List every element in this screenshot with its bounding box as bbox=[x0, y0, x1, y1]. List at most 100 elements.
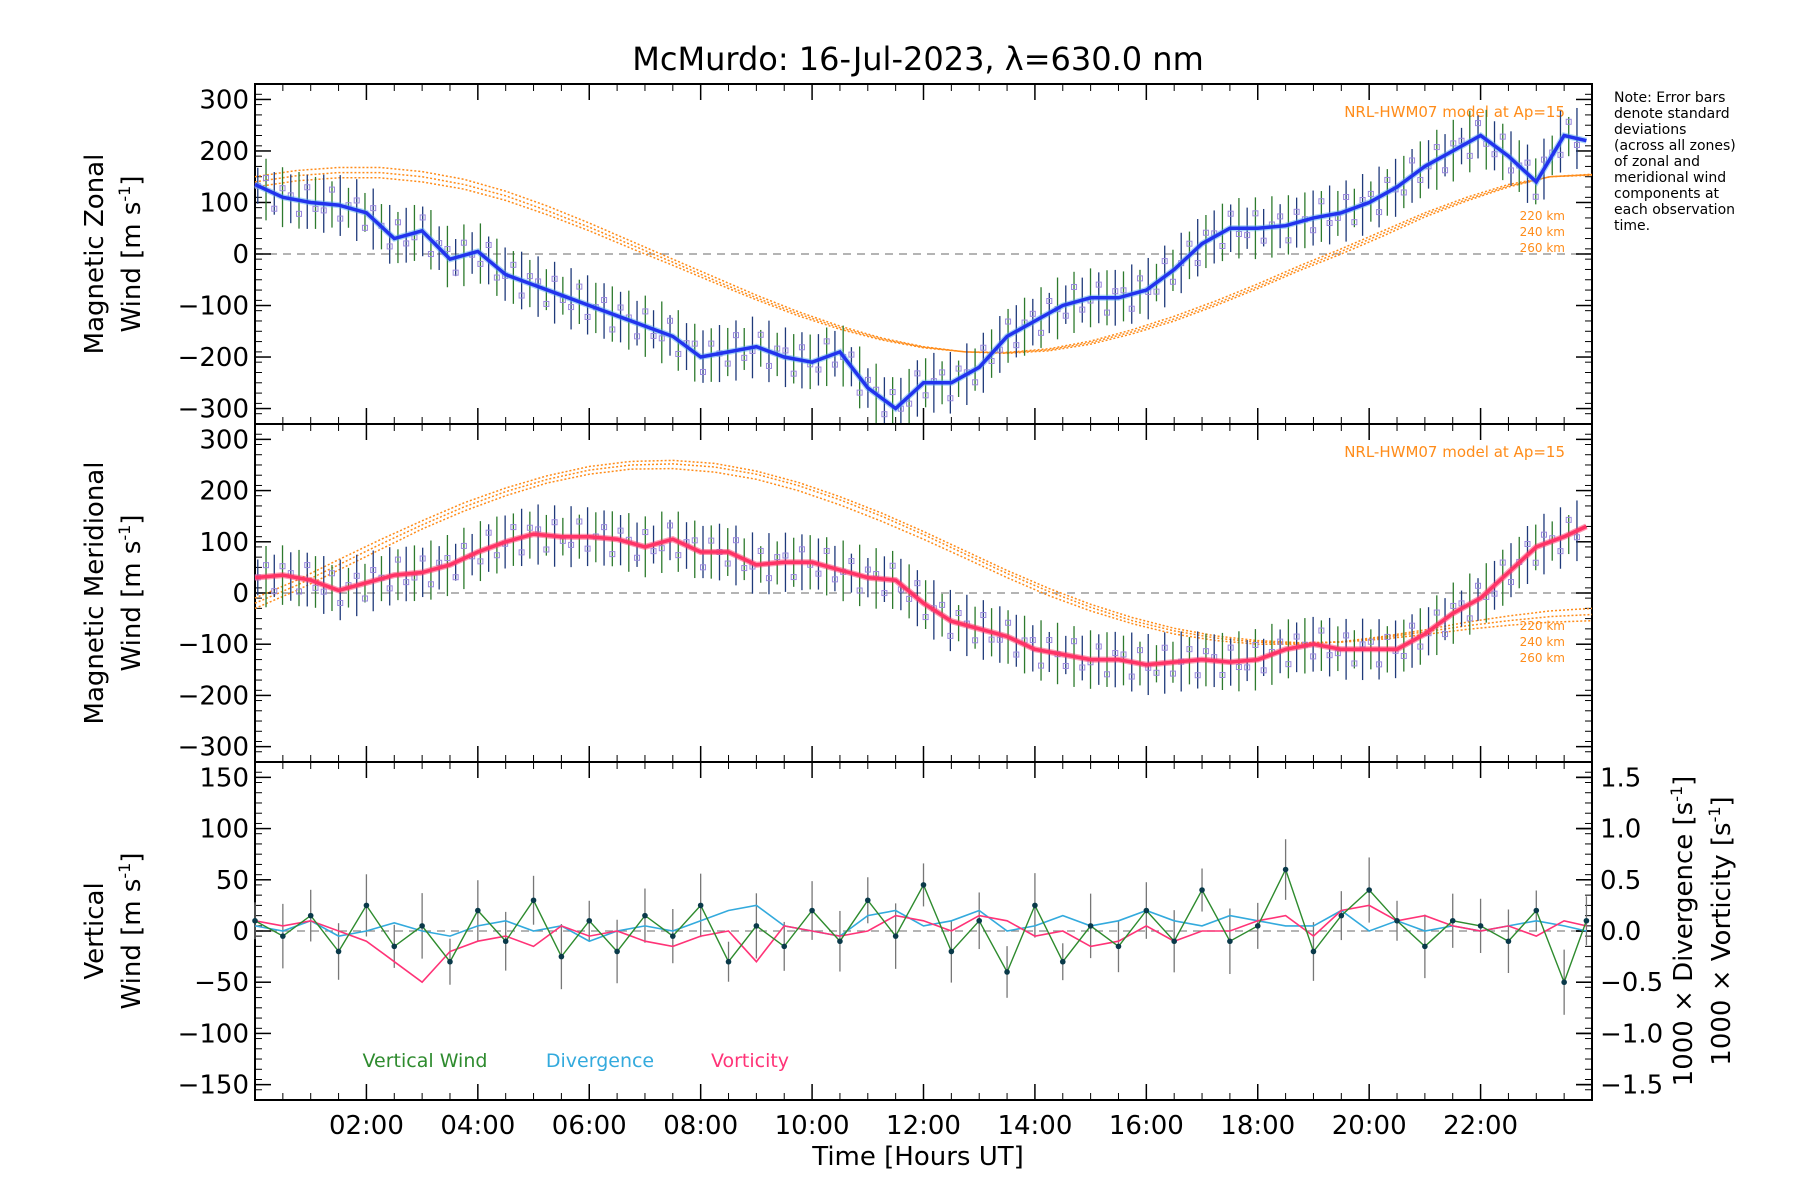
scatter-point bbox=[1367, 190, 1374, 197]
y-tick-label: −150 bbox=[178, 1071, 249, 1101]
scatter-point bbox=[1260, 667, 1267, 674]
scatter-point bbox=[320, 207, 327, 214]
scatter-point bbox=[642, 529, 649, 536]
scatter-point bbox=[279, 563, 286, 570]
scatter-point bbox=[460, 542, 467, 549]
scatter-point bbox=[757, 547, 764, 554]
scatter-point bbox=[650, 548, 657, 555]
vertical-wind-point bbox=[1087, 923, 1094, 929]
model-altitude-label: 220 km bbox=[1520, 619, 1565, 633]
scatter-point bbox=[1128, 305, 1135, 312]
scatter-point bbox=[1079, 306, 1086, 313]
scatter-point bbox=[864, 566, 871, 573]
scatter-point bbox=[609, 551, 616, 558]
note-line: of zonal and bbox=[1614, 154, 1700, 170]
x-tick-label: 02:00 bbox=[329, 1111, 404, 1141]
y-tick-label: 0 bbox=[232, 579, 249, 609]
vertical-wind-point bbox=[419, 923, 425, 929]
scatter-point bbox=[1120, 287, 1127, 294]
scatter-point bbox=[906, 400, 913, 407]
scatter-point bbox=[1540, 531, 1547, 538]
scatter-point bbox=[1326, 220, 1333, 227]
y-tick-label: −100 bbox=[178, 630, 249, 660]
y-tick-label: −50 bbox=[194, 968, 249, 998]
scatter-point bbox=[1343, 632, 1350, 639]
scatter-point bbox=[1450, 602, 1457, 609]
scatter-point bbox=[601, 297, 608, 304]
scatter-point bbox=[1376, 209, 1383, 216]
scatter-point bbox=[1310, 227, 1317, 234]
vertical-wind-point bbox=[1171, 938, 1177, 945]
y2-tick-label: −1.0 bbox=[1600, 1019, 1663, 1049]
y-axis-title-text: Wind [m s bbox=[117, 541, 147, 672]
scatter-point bbox=[1417, 643, 1424, 650]
y-axis-title-line2: Wind [m s-1] bbox=[115, 176, 147, 333]
scatter-point bbox=[518, 292, 525, 299]
y-tick-label: −100 bbox=[178, 1019, 249, 1049]
scatter-point bbox=[328, 186, 335, 193]
scatter-point bbox=[939, 369, 946, 376]
scatter-point bbox=[370, 567, 377, 574]
scatter-point bbox=[988, 636, 995, 643]
scatter-point bbox=[279, 185, 286, 192]
zonal-panel: −300 −200 −100 0 100 200 300 Magnetic Zonal Wind… bbox=[80, 83, 1593, 425]
scatter-point bbox=[782, 347, 789, 354]
scatter-point bbox=[1573, 534, 1580, 541]
scatter-point bbox=[1417, 176, 1424, 183]
scatter-point bbox=[1013, 651, 1020, 658]
scatter-point bbox=[1285, 237, 1292, 244]
scatter-point bbox=[1104, 309, 1111, 316]
scatter-point bbox=[1244, 232, 1251, 239]
vertical-wind-point bbox=[1282, 866, 1289, 873]
vertical-wind-point bbox=[670, 933, 676, 939]
scatter-point bbox=[568, 541, 575, 548]
y-tick-label: 0 bbox=[232, 917, 249, 947]
scatter-point bbox=[856, 587, 863, 594]
scatter-point bbox=[452, 269, 459, 276]
scatter-point bbox=[510, 524, 517, 531]
vertical-wind-point bbox=[697, 902, 704, 909]
note-line: time. bbox=[1614, 218, 1650, 234]
scatter-point bbox=[1046, 298, 1053, 305]
scatter-point bbox=[444, 555, 451, 562]
scatter-point bbox=[271, 588, 278, 595]
scatter-point bbox=[337, 215, 344, 222]
x-tick-label: 12:00 bbox=[886, 1111, 961, 1141]
model-label: NRL-HWM07 model at Ap=15 bbox=[1344, 443, 1565, 461]
vertical-wind-point bbox=[1533, 907, 1540, 914]
scatter-point bbox=[526, 524, 533, 531]
vertical-wind-point bbox=[920, 882, 927, 888]
scatter-point bbox=[1532, 193, 1539, 200]
scatter-point bbox=[1310, 653, 1317, 660]
scatter-point bbox=[634, 333, 641, 340]
model-label: NRL-HWM07 model at Ap=15 bbox=[1344, 103, 1565, 121]
scatter-point bbox=[1112, 288, 1119, 295]
scatter-point bbox=[1442, 631, 1449, 638]
scatter-point bbox=[386, 585, 393, 592]
scatter-point bbox=[691, 537, 698, 544]
vertical-wind-point bbox=[1394, 917, 1400, 924]
scatter-point bbox=[1400, 189, 1407, 196]
scatter-point bbox=[403, 240, 410, 247]
scatter-point bbox=[1475, 120, 1482, 127]
y2-axis-divergence-text: 1000 × Divergence [s bbox=[1669, 802, 1699, 1087]
model-altitude-label: 260 km bbox=[1520, 241, 1565, 255]
scatter-point bbox=[1153, 288, 1160, 295]
y-axis-title-line1: Magnetic Zonal bbox=[80, 154, 110, 355]
scatter-point bbox=[1120, 651, 1127, 658]
vertical-wind-point bbox=[447, 958, 453, 965]
scatter-point bbox=[980, 612, 987, 619]
y-tick-label: 200 bbox=[199, 137, 249, 167]
model-curve-2 bbox=[254, 171, 1593, 354]
note-line: components at bbox=[1614, 186, 1720, 202]
scatter-point bbox=[700, 368, 707, 375]
scatter-point bbox=[601, 524, 608, 531]
note-line: Note: Error bars bbox=[1614, 90, 1725, 106]
scatter-point bbox=[1409, 157, 1416, 164]
scatter-point bbox=[823, 547, 830, 554]
scatter-point bbox=[304, 184, 311, 191]
scatter-point bbox=[576, 518, 583, 525]
y2-axis-divergence-sup: -1 bbox=[1667, 786, 1686, 802]
vertical-wind-point bbox=[753, 923, 760, 929]
